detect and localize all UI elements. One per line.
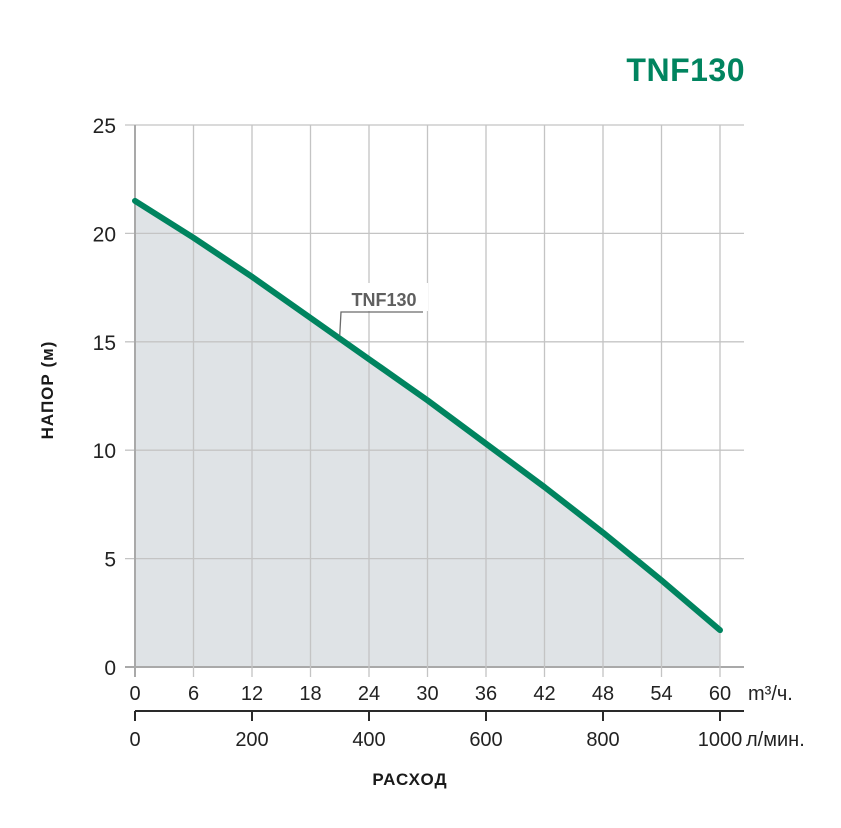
y-tick-label: 25	[93, 115, 116, 138]
y-tick-label: 20	[93, 223, 116, 246]
x-tick-label-primary: 54	[650, 683, 672, 705]
x-tick-label-primary: 48	[592, 683, 614, 705]
x-tick-label-primary: 24	[358, 683, 380, 705]
chart-title: TNF130	[626, 52, 745, 88]
annotation-background	[342, 283, 428, 311]
annotation-leader-line	[339, 311, 423, 336]
series-annotation-label: TNF130	[351, 290, 416, 310]
x-tick-label-secondary: 1000	[698, 729, 743, 751]
x-tick-label-primary: 18	[299, 683, 321, 705]
y-tick-label: 15	[93, 332, 116, 355]
x-tick-label-primary: 36	[475, 683, 497, 705]
pump-curve-line	[132, 197, 723, 634]
x-tick-label-secondary: 600	[469, 729, 502, 751]
x-tick-label-secondary: 0	[129, 729, 140, 751]
y-tick-label: 10	[93, 440, 116, 463]
x-tick-label-primary: 12	[241, 683, 263, 705]
x-tick-label-primary: 30	[416, 683, 438, 705]
y-tick-label: 0	[104, 657, 116, 680]
x-tick-label-secondary: 200	[235, 729, 268, 751]
x-tick-label-secondary: 800	[586, 729, 619, 751]
y-tick-label: 5	[104, 549, 116, 572]
x-tick-label-primary: 42	[533, 683, 555, 705]
x-tick-label-primary: 0	[129, 683, 140, 705]
x-axis-label: РАСХОД	[372, 770, 448, 789]
x-tick-label-primary: 60	[709, 683, 731, 705]
x-unit-secondary: л/мин.	[746, 729, 805, 751]
x-tick-label-secondary: 400	[352, 729, 385, 751]
x-tick-label-primary: 6	[188, 683, 199, 705]
x-unit-primary: m³/ч.	[748, 683, 793, 705]
